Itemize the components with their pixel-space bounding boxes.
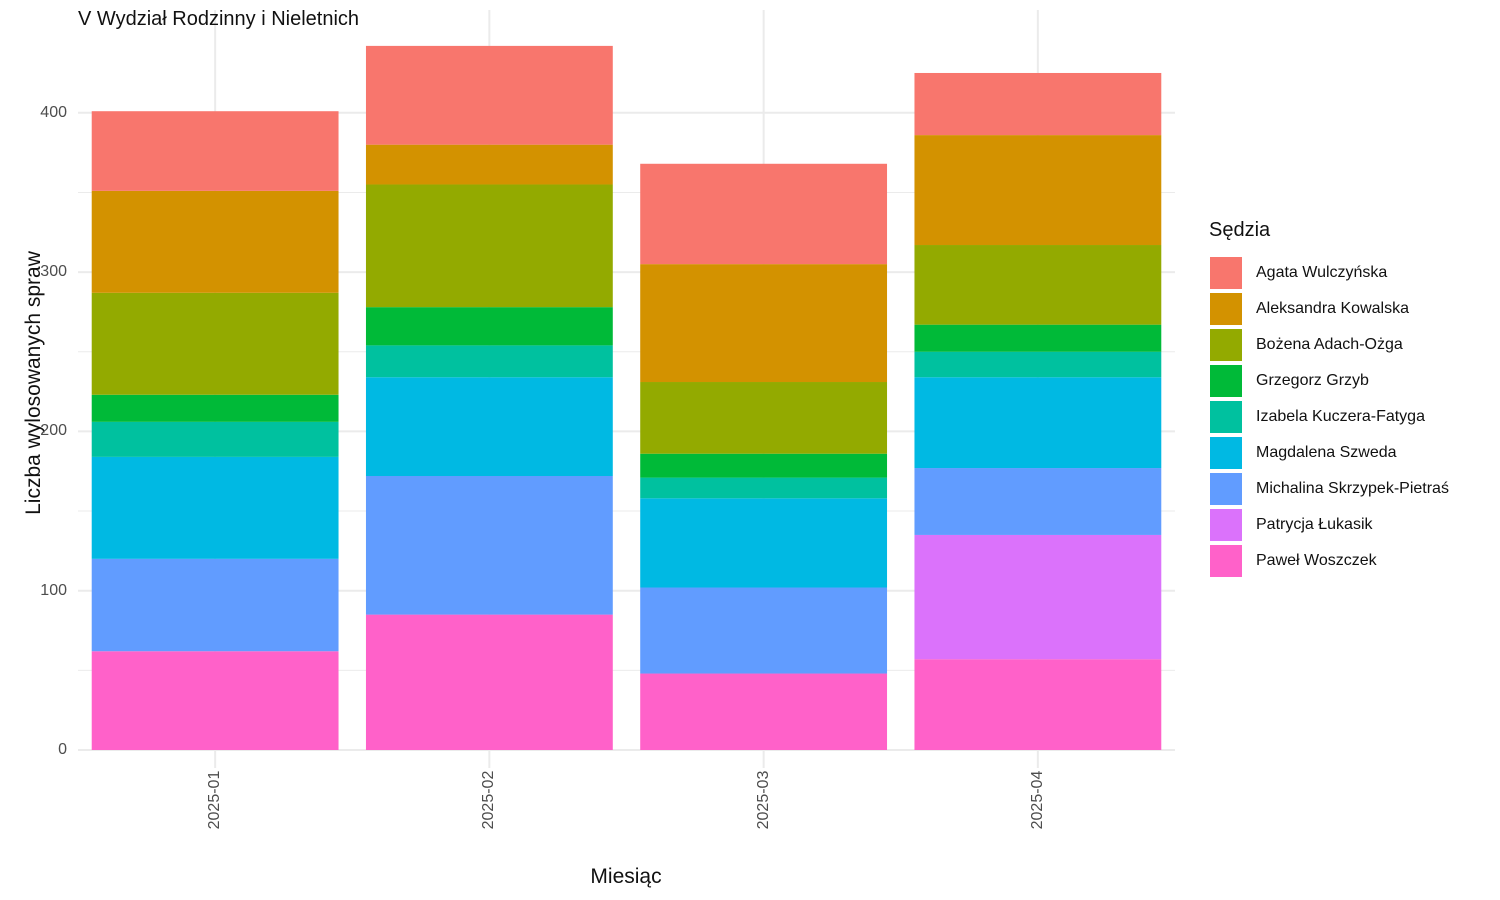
legend-label: Aleksandra Kowalska — [1256, 300, 1409, 317]
legend-swatch — [1209, 472, 1243, 506]
legend-title: Sędzia — [1209, 219, 1271, 241]
legend-item: Grzegorz Grzyb — [1209, 363, 1449, 399]
bar-segment — [914, 377, 1162, 469]
bar-segment — [914, 72, 1162, 136]
legend-label: Agata Wulczyńska — [1256, 264, 1388, 281]
legend-swatch — [1209, 256, 1243, 290]
legend-swatch — [1209, 400, 1243, 434]
legend-item: Michalina Skrzypek-Pietraś — [1209, 471, 1449, 507]
legend-label: Michalina Skrzypek-Pietraś — [1256, 480, 1449, 497]
bar-segment — [640, 453, 888, 478]
x-tick-label: 2025-02 — [480, 770, 498, 830]
legend-swatch — [1209, 436, 1243, 470]
y-tick-label: 400 — [40, 103, 67, 121]
bar-segment — [365, 476, 613, 615]
legend: Sędzia Agata Wulczyńska Aleksandra Kowals… — [1209, 219, 1449, 579]
bar-segment — [365, 184, 613, 308]
x-tick-label: 2025-01 — [206, 770, 224, 830]
bar-segment — [91, 292, 339, 395]
bar-segment — [640, 477, 888, 499]
legend-label: Grzegorz Grzyb — [1256, 372, 1369, 389]
bar-segment — [91, 394, 339, 422]
y-tick-label: 200 — [40, 422, 67, 440]
legend-item: Aleksandra Kowalska — [1209, 291, 1449, 327]
x-axis-title: Miesiąc — [590, 865, 662, 888]
chart-title: V Wydział Rodzinny i Nieletnich — [78, 8, 360, 30]
bar-segment — [914, 659, 1162, 750]
legend-label: Patrycja Łukasik — [1256, 516, 1373, 533]
bar-segment — [365, 614, 613, 750]
bar-segment — [640, 673, 888, 750]
legend-swatch — [1209, 508, 1243, 542]
x-tick-label: 2025-04 — [1028, 770, 1046, 830]
bar-segment — [91, 558, 339, 652]
bar-segment — [91, 190, 339, 293]
legend-item: Bożena Adach-Ożga — [1209, 327, 1449, 363]
y-tick-label: 0 — [58, 741, 67, 758]
bar-segment — [914, 351, 1162, 378]
legend-label: Magdalena Szweda — [1256, 444, 1397, 461]
legend-swatch — [1209, 328, 1243, 362]
bars — [91, 45, 1162, 750]
y-axis-title: Liczba wylosowanych spraw — [22, 251, 45, 515]
bar-segment — [365, 144, 613, 185]
bar-segment — [640, 382, 888, 454]
bar-segment — [91, 651, 339, 750]
bar-segment — [640, 498, 888, 588]
y-tick-label: 300 — [40, 263, 67, 281]
legend-item: Izabela Kuczera-Fatyga — [1209, 399, 1449, 435]
legend-item: Paweł Woszczek — [1209, 543, 1449, 579]
legend-swatch — [1209, 544, 1243, 578]
bar-segment — [91, 456, 339, 559]
bar-segment — [914, 245, 1162, 325]
y-tick-label: 100 — [40, 581, 67, 599]
legend-item: Patrycja Łukasik — [1209, 507, 1449, 543]
legend-item: Agata Wulczyńska — [1209, 255, 1449, 291]
bar-segment — [365, 45, 613, 145]
bar-segment — [914, 534, 1162, 660]
bar-segment — [365, 377, 613, 477]
bar-segment — [640, 587, 888, 674]
bar-segment — [640, 264, 888, 383]
bar-segment — [914, 324, 1162, 352]
legend-item: Magdalena Szweda — [1209, 435, 1449, 471]
legend-items: Agata Wulczyńska Aleksandra Kowalska Bożen… — [1209, 255, 1449, 579]
bar-segment — [914, 135, 1162, 246]
legend-swatch — [1209, 364, 1243, 398]
legend-label: Bożena Adach-Ożga — [1256, 336, 1403, 353]
bar-segment — [365, 307, 613, 346]
legend-label: Izabela Kuczera-Fatyga — [1256, 408, 1425, 425]
bar-segment — [640, 163, 888, 265]
x-tick-label: 2025-03 — [754, 770, 772, 830]
bar-segment — [914, 468, 1162, 535]
legend-swatch — [1209, 292, 1243, 326]
legend-label: Paweł Woszczek — [1256, 552, 1377, 569]
bar-segment — [91, 421, 339, 457]
bar-segment — [91, 111, 339, 191]
bar-segment — [365, 345, 613, 378]
